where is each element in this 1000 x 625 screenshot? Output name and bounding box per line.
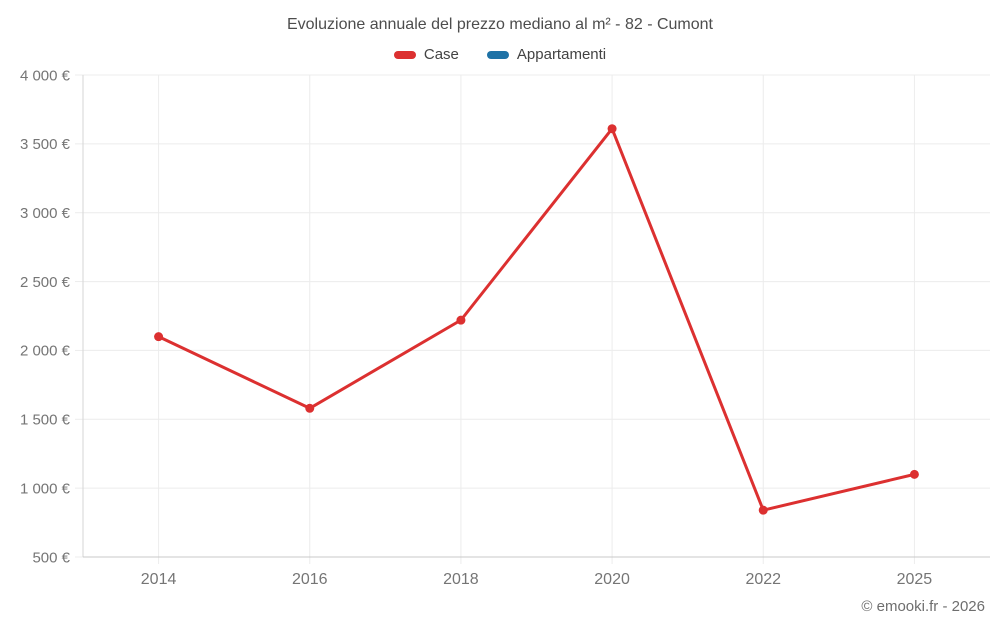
appartamenti-series-swatch-icon [486, 50, 509, 59]
y-tick-label: 4 000 € [20, 67, 71, 84]
case-series-swatch-icon [393, 50, 416, 59]
legend-item-case[interactable]: Case [393, 46, 459, 63]
y-tick-label: 3 500 € [20, 136, 71, 153]
x-tick-label: 2025 [897, 571, 933, 588]
x-tick-label: 2016 [292, 571, 328, 588]
y-tick-label: 1 500 € [20, 412, 71, 429]
y-tick-label: 500 € [32, 549, 70, 566]
x-tick-label: 2020 [594, 571, 630, 588]
x-tick-label: 2014 [141, 571, 177, 588]
y-tick-label: 2 500 € [20, 274, 71, 291]
chart-title: Evoluzione annuale del prezzo mediano al… [286, 16, 713, 33]
x-tick-label: 2022 [745, 571, 781, 588]
data-point-case-2016[interactable] [305, 403, 315, 413]
y-tick-label: 2 000 € [20, 343, 71, 360]
chart-legend: Case Appartamenti [0, 46, 1000, 63]
data-point-case-2018[interactable] [456, 315, 466, 325]
y-tick-label: 3 000 € [20, 205, 71, 222]
data-point-case-2022[interactable] [758, 505, 768, 515]
legend-item-case-label: Case [423, 46, 459, 63]
data-point-case-2014[interactable] [154, 332, 164, 342]
y-tick-label: 1 000 € [20, 480, 71, 497]
copyright-text: © emooki.fr - 2026 [861, 598, 985, 615]
series-line-case [157, 127, 916, 512]
legend-item-appartamenti-label: Appartamenti [516, 46, 607, 63]
data-point-case-2025[interactable] [909, 469, 919, 479]
legend-item-appartamenti[interactable]: Appartamenti [486, 46, 607, 63]
data-point-case-2020[interactable] [607, 124, 617, 134]
x-tick-label: 2018 [443, 571, 479, 588]
